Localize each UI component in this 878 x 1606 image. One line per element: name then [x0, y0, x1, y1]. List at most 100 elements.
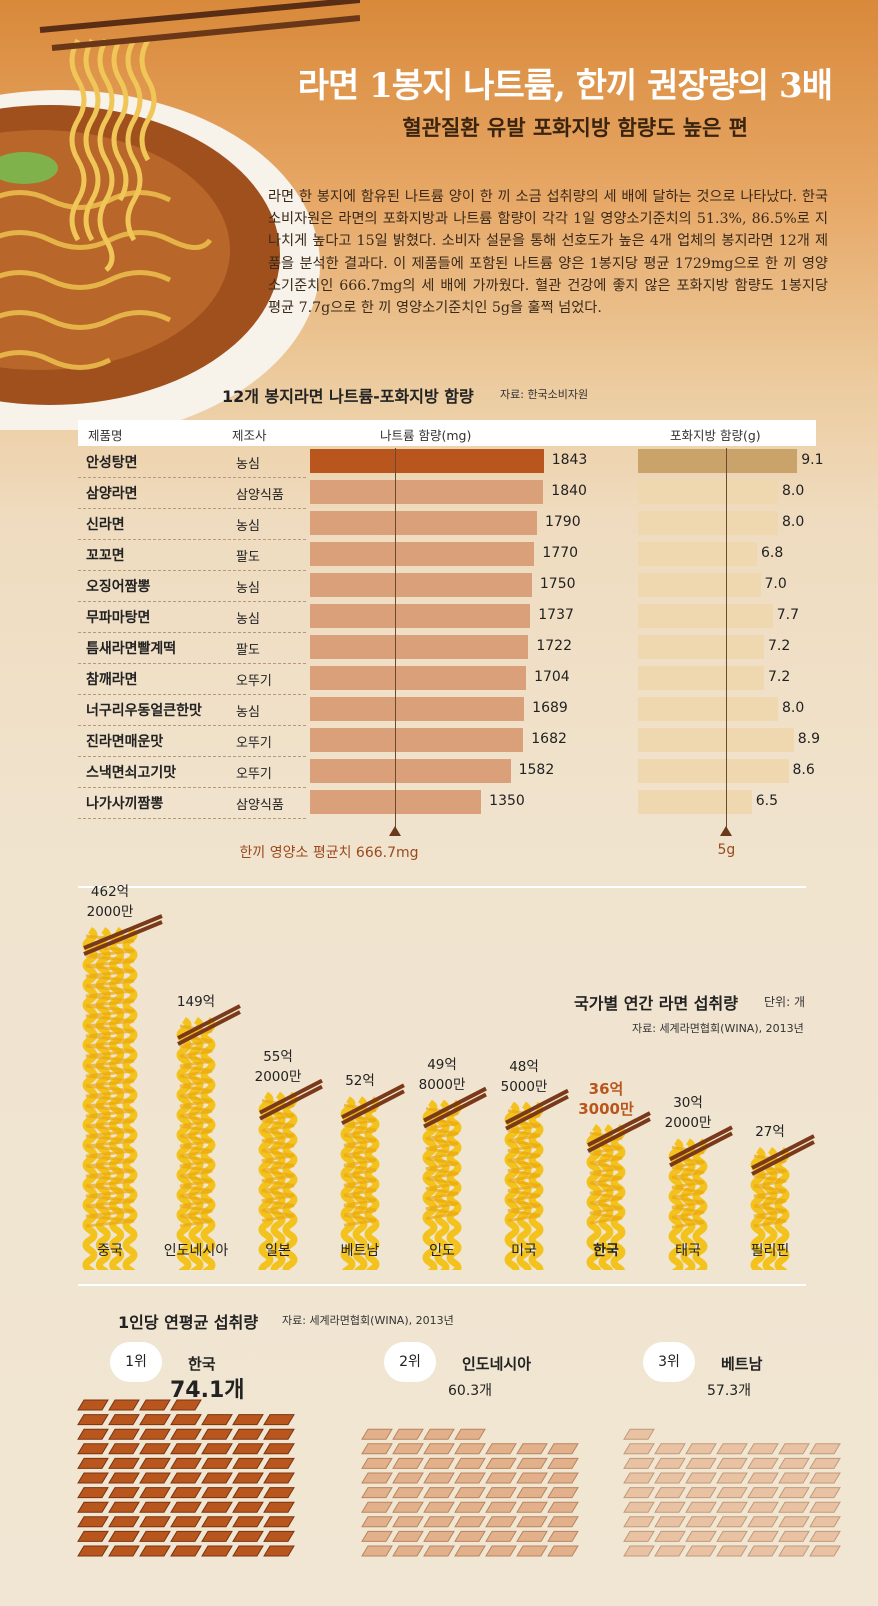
page-title: 라면 1봉지 나트륨, 한끼 권장량의 3배 — [297, 66, 833, 106]
sodium-bar — [310, 666, 527, 690]
country-value-label: 36억 3000만 — [578, 1080, 634, 1119]
table-row: 참깨라면 오뚜기 — [78, 663, 306, 695]
sodium-value: 1582 — [518, 762, 555, 778]
country-value-label: 55억 2000만 — [254, 1048, 302, 1085]
sodium-bar — [310, 511, 537, 535]
table-row: 진라면매운맛 오뚜기 — [78, 725, 306, 757]
sodium-reference-line — [394, 448, 396, 828]
fat-value: 8.0 — [782, 514, 805, 530]
section-divider — [78, 1284, 806, 1286]
maker-name: 삼양식품 — [236, 488, 284, 503]
country-name: 한국 — [593, 1243, 619, 1259]
maker-name: 팔도 — [236, 550, 260, 565]
product-name: 삼양라면 — [86, 486, 138, 502]
noodle-column — [668, 1125, 733, 1270]
fat-bar — [638, 511, 778, 535]
pack-pictogram — [623, 1428, 841, 1557]
sodium-bar — [310, 697, 525, 721]
maker-name: 오뚜기 — [236, 767, 272, 782]
table-row: 신라면 농심 — [78, 508, 306, 540]
pack-pictogram — [77, 1399, 295, 1557]
sodium-bar — [310, 635, 529, 659]
sodium-value: 1770 — [542, 545, 579, 561]
chart1-header: 제품명 제조사 나트륨 함량(mg) 포화지방 함량(g) — [78, 420, 816, 446]
fat-bar — [638, 790, 752, 814]
rank-country: 인도네시아 — [462, 1355, 532, 1373]
header-maker: 제조사 — [232, 428, 267, 443]
table-row: 스낵면쇠고기맛 오뚜기 — [78, 756, 306, 788]
header-sodium: 나트륨 함량(mg) — [380, 428, 472, 443]
table-row: 나가사끼짬뽕 삼양식품 — [78, 787, 306, 819]
rank-country: 한국 — [188, 1355, 216, 1373]
country-value-label: 462억 2000만 — [86, 884, 134, 920]
sodium-value: 1790 — [544, 514, 581, 530]
sodium-bar — [310, 449, 544, 473]
table-row: 안성탕면 농심 — [78, 446, 306, 478]
fat-bar — [638, 573, 761, 597]
table-row: 너구리우동얼큰한맛 농심 — [78, 694, 306, 726]
noodle-column — [750, 1134, 815, 1270]
sodium-value: 1722 — [536, 638, 572, 654]
noodle-column — [422, 1086, 487, 1270]
rank-country: 베트남 — [721, 1355, 763, 1373]
sodium-bar — [310, 480, 544, 504]
sodium-bar — [310, 790, 482, 814]
fat-value: 8.6 — [792, 762, 815, 778]
page-subtitle: 혈관질환 유발 포화지방 함량도 높은 편 — [402, 116, 748, 140]
country-name: 인도네시아 — [163, 1243, 229, 1259]
chart2-unit: 단위: 개 — [764, 995, 805, 1009]
chart3-source: 자료: 세계라면협회(WINA), 2013년 — [282, 1314, 454, 1327]
fat-bar — [638, 542, 757, 566]
section-divider — [78, 886, 806, 888]
chart2-noodle-plot — [82, 914, 815, 1270]
sodium-bar — [310, 728, 524, 752]
noodle-column — [586, 1111, 651, 1270]
fat-value: 7.0 — [764, 576, 787, 592]
table-row: 오징어짬뽕 농심 — [78, 570, 306, 602]
maker-name: 오뚜기 — [236, 736, 272, 751]
noodle-column — [504, 1088, 569, 1270]
rank-value: 60.3개 — [448, 1383, 493, 1399]
article-body: 라면 한 봉지에 함유된 나트륨 양이 한 끼 소금 섭취량의 세 배에 달하는… — [268, 189, 828, 317]
sodium-value: 1682 — [531, 731, 567, 747]
noodle-column — [176, 1004, 241, 1270]
fat-value: 6.8 — [761, 545, 784, 561]
noodle-column — [82, 914, 163, 1270]
fat-bar — [638, 759, 789, 783]
country-name: 미국 — [511, 1243, 537, 1259]
fat-reference-marker — [719, 826, 732, 836]
rank-value: 74.1개 — [170, 1378, 245, 1403]
header-fat: 포화지방 함량(g) — [670, 428, 761, 443]
pack-pictogram — [361, 1428, 579, 1557]
country-value-label: 149억 — [176, 994, 216, 1010]
sodium-value: 1689 — [532, 700, 568, 716]
fat-value: 8.9 — [797, 731, 821, 747]
chart1-title: 12개 봉지라면 나트륨-포화지방 함량 — [222, 387, 474, 406]
sodium-value: 1843 — [551, 452, 588, 468]
chart2-title: 국가별 연간 라면 섭취량 — [574, 994, 738, 1013]
country-name: 일본 — [265, 1243, 291, 1259]
maker-name: 삼양식품 — [236, 798, 284, 813]
maker-name: 오뚜기 — [236, 674, 272, 689]
fat-bar — [638, 728, 794, 752]
fat-value: 7.2 — [768, 638, 791, 654]
sodium-value: 1750 — [539, 576, 576, 592]
fat-value: 8.0 — [782, 700, 805, 716]
sodium-reference-label: 한끼 영양소 평균치 666.7mg — [239, 845, 419, 861]
country-value-label: 30억 2000만 — [664, 1095, 712, 1132]
chart3-pack-plot — [77, 1399, 841, 1557]
country-value-label: 49억 8000만 — [418, 1056, 466, 1093]
fat-bar — [638, 449, 798, 473]
sodium-value: 1840 — [551, 483, 587, 499]
table-row: 삼양라면 삼양식품 — [78, 477, 306, 509]
maker-name: 농심 — [236, 612, 260, 627]
product-name: 참깨라면 — [86, 672, 138, 688]
sodium-bar — [310, 604, 531, 628]
country-name: 인도 — [429, 1243, 455, 1259]
product-name: 틈새라면빨계떡 — [86, 641, 177, 657]
fat-reference-line — [725, 448, 727, 828]
fat-value: 7.2 — [768, 669, 791, 685]
noodle-column — [340, 1083, 405, 1270]
product-name: 스낵면쇠고기맛 — [86, 765, 177, 781]
maker-name: 농심 — [236, 519, 260, 534]
